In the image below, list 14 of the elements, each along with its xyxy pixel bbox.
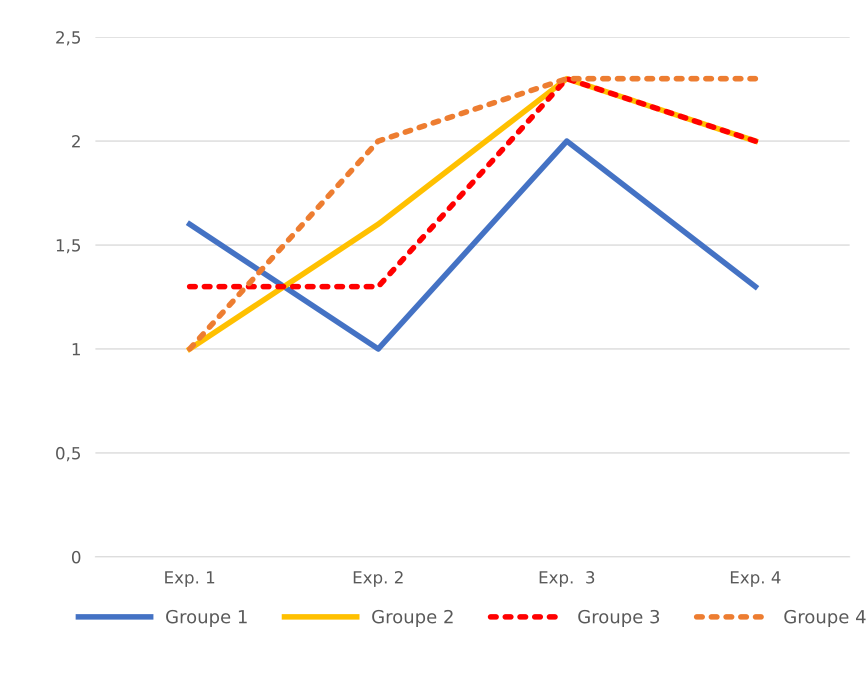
x-tick-label: Exp. 4 <box>730 571 781 587</box>
y-tick-label: 2,5 <box>56 31 80 46</box>
legend-label: Groupe 4 <box>784 610 866 627</box>
y-tick-label: 0,5 <box>56 446 80 462</box>
y-tick-label: 1 <box>72 343 80 356</box>
x-tick-label: Exp. 1 <box>165 571 214 587</box>
legend-label: Groupe 3 <box>578 610 660 627</box>
y-tick-label: 2 <box>72 135 80 148</box>
y-tick-label: 1,5 <box>56 239 80 254</box>
legend-label: Groupe 1 <box>166 610 247 627</box>
legend-label: Groupe 2 <box>372 610 453 627</box>
x-tick-label: Exp. 3 <box>540 571 594 587</box>
y-tick-label: 0 <box>72 550 80 564</box>
x-tick-label: Exp. 2 <box>354 571 403 587</box>
